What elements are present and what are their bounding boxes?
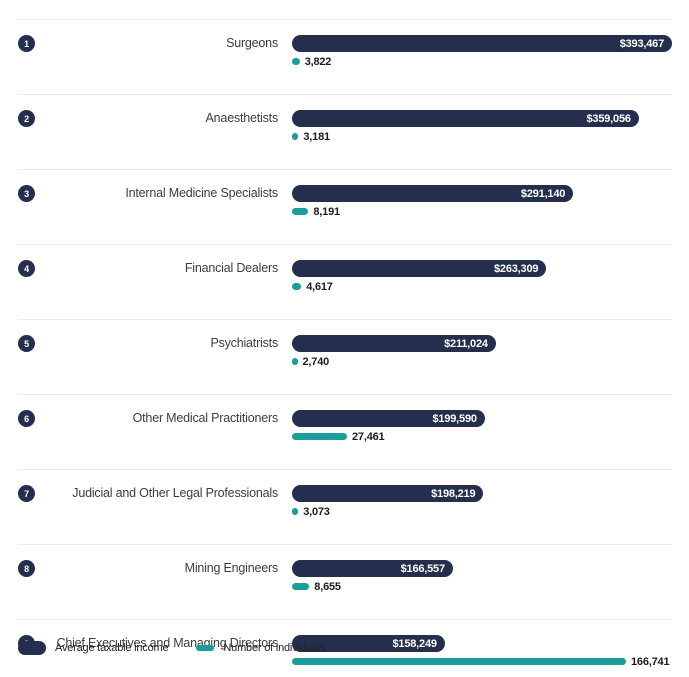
- chart-rows: 1 Surgeons $393,467 3,822 2 Anaesthetist…: [18, 19, 672, 677]
- individuals-value-label: 3,822: [304, 55, 332, 68]
- individuals-bar: [292, 58, 300, 65]
- income-value-label: $359,056: [586, 112, 631, 125]
- individuals-value-label: 8,191: [313, 205, 340, 218]
- occupation-label: Other Medical Practitioners: [132, 411, 279, 425]
- income-value-label: $291,140: [520, 187, 566, 200]
- chart-row: 2 Anaesthetists $359,056 3,181: [18, 94, 672, 169]
- individuals-value-label: 166,741: [631, 655, 670, 668]
- count-row: 3,822: [292, 55, 672, 68]
- count-row: 2,740: [292, 355, 672, 368]
- income-value-label: $263,309: [494, 262, 539, 275]
- chart-row: 5 Psychiatrists $211,024 2,740: [18, 319, 672, 394]
- occupation-label: Mining Engineers: [184, 561, 279, 575]
- income-bar: $393,467: [292, 35, 672, 52]
- individuals-legend-swatch: [196, 645, 215, 651]
- legend: Average taxable income Number of individ…: [18, 619, 672, 655]
- individuals-value-label: 2,740: [302, 355, 330, 368]
- income-bar: $166,557: [292, 560, 453, 577]
- chart-row: 1 Surgeons $393,467 3,822: [18, 19, 672, 94]
- bars-group: $198,219 3,073: [292, 485, 672, 518]
- count-row: 3,181: [292, 130, 672, 143]
- chart-row: 6 Other Medical Practitioners $199,590 2…: [18, 394, 672, 469]
- individuals-legend-label: Number of individuals: [223, 642, 325, 654]
- rank-badge: 4: [18, 260, 35, 277]
- rank-badge: 3: [18, 185, 35, 202]
- occupation-label: Surgeons: [226, 36, 278, 50]
- individuals-bar: [292, 208, 309, 215]
- individuals-bar: [292, 658, 626, 665]
- rank-badge: 8: [18, 560, 35, 577]
- rank-badge: 5: [18, 335, 35, 352]
- income-legend-label: Average taxable income: [55, 642, 169, 654]
- rank-badge: 2: [18, 110, 35, 127]
- bars-group: $263,309 4,617: [292, 260, 672, 293]
- bars-group: $166,557 8,655: [292, 560, 672, 593]
- chart-row: 3 Internal Medicine Specialists $291,140…: [18, 169, 672, 244]
- income-bar: $158,249: [292, 635, 445, 652]
- income-bar: $263,309: [292, 260, 547, 277]
- chart-row: 7 Judicial and Other Legal Professionals…: [18, 469, 672, 544]
- rank-badge: 1: [18, 35, 35, 52]
- individuals-value-label: 4,617: [306, 280, 333, 293]
- income-value-label: $166,557: [400, 562, 445, 575]
- income-value-label: $393,467: [619, 37, 664, 50]
- bars-group: $393,467 3,822: [292, 35, 672, 68]
- income-legend-swatch: [18, 641, 46, 655]
- count-row: 27,461: [292, 430, 672, 443]
- individuals-bar: [292, 283, 302, 290]
- bars-group: $199,590 27,461: [292, 410, 672, 443]
- chart-row: 4 Financial Dealers $263,309 4,617: [18, 244, 672, 319]
- bars-group: $291,140 8,191: [292, 185, 672, 218]
- individuals-bar: [292, 433, 347, 440]
- count-row: 166,741: [292, 655, 672, 668]
- occupation-label: Judicial and Other Legal Professionals: [72, 486, 278, 500]
- individuals-value-label: 27,461: [352, 430, 385, 443]
- income-bar: $199,590: [292, 410, 485, 427]
- individuals-bar: [292, 583, 310, 590]
- rank-badge: 7: [18, 485, 35, 502]
- count-row: 3,073: [292, 505, 672, 518]
- occupation-label: Chief Executives and Managing Directors: [56, 636, 279, 650]
- income-value-label: $158,249: [392, 637, 437, 650]
- individuals-value-label: 8,655: [314, 580, 341, 593]
- count-row: 4,617: [292, 280, 672, 293]
- income-bar: $211,024: [292, 335, 496, 352]
- count-row: 8,655: [292, 580, 672, 593]
- bars-group: $158,249 166,741: [292, 635, 672, 668]
- occupation-label: Psychiatrists: [210, 336, 278, 350]
- count-row: 8,191: [292, 205, 672, 218]
- income-value-label: $199,590: [432, 412, 477, 425]
- individuals-bar: [292, 133, 299, 140]
- income-bar: $359,056: [292, 110, 639, 127]
- bars-group: $359,056 3,181: [292, 110, 672, 143]
- individuals-bar: [292, 508, 299, 515]
- income-bar: $291,140: [292, 185, 574, 202]
- occupation-label: Financial Dealers: [184, 261, 278, 275]
- occupation-label: Internal Medicine Specialists: [125, 186, 278, 200]
- individuals-value-label: 3,073: [303, 505, 330, 518]
- occupation-label: Anaesthetists: [205, 111, 279, 125]
- income-bar: $198,219: [292, 485, 484, 502]
- rank-badge: 6: [18, 410, 35, 427]
- individuals-bar: [292, 358, 298, 365]
- individuals-value-label: 3,181: [303, 130, 330, 143]
- bars-group: $211,024 2,740: [292, 335, 672, 368]
- income-value-label: $198,219: [431, 487, 476, 500]
- chart-row: 8 Mining Engineers $166,557 8,655: [18, 544, 672, 619]
- income-value-label: $211,024: [444, 337, 488, 350]
